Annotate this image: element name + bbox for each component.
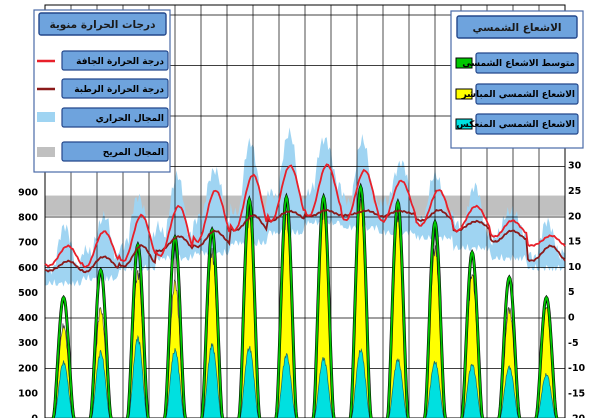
wet-temp-legend-label: درجة الحرارة الرطبة: [74, 85, 164, 95]
right-tick-label: 30: [568, 161, 582, 172]
legend-item-reflected-solar: [475, 113, 579, 135]
avg-solar-day-7: [275, 194, 298, 418]
avg-solar-legend-swatch: [455, 57, 473, 69]
right-tick-label: -5: [568, 338, 579, 349]
legend-item-dry-temp: [61, 50, 169, 71]
avg-solar-day-6: [238, 196, 261, 418]
left-tick-label: 200: [18, 363, 38, 374]
left-tick-label: 800: [18, 213, 38, 224]
reflected-solar-day-9: [351, 348, 371, 418]
solar-legend-title-box: [456, 15, 578, 39]
left-tick-label: 600: [18, 263, 38, 274]
right-axis-ticks: 30 25 20 15 10 5 0 -5 -10 -15 -20: [568, 161, 586, 418]
right-tick-label: 20: [568, 211, 582, 222]
reflected-solar-day-12: [462, 363, 482, 418]
legend-item-comfort-zone: [61, 141, 169, 162]
dry-temp-legend-label: درجة الحرارة الجافة: [76, 57, 164, 67]
direct-solar-legend-swatch: [455, 88, 473, 100]
right-tick-label: -20: [568, 414, 586, 418]
avg-solar-day-13: [498, 275, 521, 418]
temperature-legend-title: درجات الحرارة منوية: [50, 19, 157, 31]
avg-solar-day-8: [312, 194, 335, 418]
temperature-lines-layer: [44, 163, 566, 274]
left-tick-label: 400: [18, 313, 38, 324]
reflected-solar-day-2: [91, 349, 111, 418]
solar-radiation-layer: [51, 182, 559, 418]
left-tick-label: 300: [18, 338, 38, 349]
reflected-solar-day-8: [313, 357, 334, 418]
thermal-range-legend-label: المجال الحراري: [96, 114, 164, 124]
reflected-solar-day-13: [499, 365, 519, 418]
right-tick-label: 0: [568, 313, 575, 324]
left-tick-label: 900: [18, 188, 38, 199]
right-tick-label: 25: [568, 186, 581, 197]
avg-solar-day-14: [535, 295, 558, 418]
right-tick-label: 15: [568, 237, 581, 248]
avg-solar-legend-label: متوسط الاشعاع الشمسي: [462, 59, 575, 69]
avg-solar-day-12: [460, 250, 484, 418]
avg-solar-day-4: [163, 234, 187, 418]
comfort-zone-legend-label: المجال المريح: [103, 148, 164, 158]
reflected-solar-day-5: [202, 342, 222, 418]
temperature-legend-title-box: [38, 12, 167, 36]
solar-legend: الاشعاع الشمسي متوسط الاشعاع الشمسي الاش…: [450, 10, 584, 149]
legend-item-direct-solar: [475, 83, 579, 105]
left-tick-label: 700: [18, 238, 38, 249]
reflected-solar-day-6: [239, 345, 259, 418]
left-tick-label: 100: [18, 388, 38, 399]
left-axis-ticks: 900 800 700 600 500 400 300 200 100 0: [18, 188, 38, 418]
reflected-solar-day-11: [425, 360, 445, 418]
legend-item-wet-temp: [61, 78, 169, 99]
reflected-solar-day-1: [53, 360, 74, 418]
thermal-range-legend-swatch: [37, 112, 55, 122]
avg-solar-day-1: [52, 295, 75, 418]
temperature-legend: درجات الحرارة منوية درجة الحرارة الجافة …: [33, 9, 171, 173]
legend-item-thermal-range: [61, 107, 169, 128]
left-tick-label: 0: [31, 414, 38, 418]
right-tick-label: -15: [568, 388, 585, 399]
wet-temperature-line: [44, 208, 566, 274]
plot-border: [44, 4, 566, 418]
right-tick-label: 5: [568, 287, 575, 298]
comfort-zone-legend-swatch: [37, 147, 55, 157]
right-tick-label: 10: [568, 262, 582, 273]
avg-solar-day-9: [349, 184, 372, 418]
reflected-solar-legend-swatch: [455, 118, 473, 130]
avg-solar-day-5: [200, 227, 224, 418]
left-tick-label: 500: [18, 288, 38, 299]
reflected-solar-day-7: [276, 353, 297, 418]
solar-legend-title: الاشعاع الشمسي: [472, 22, 561, 34]
reflected-solar-legend-label: الاشعاع الشمسي المنعكس: [456, 120, 575, 130]
avg-solar-day-10: [386, 199, 410, 418]
avg-solar-day-3: [126, 242, 150, 418]
avg-solar-day-11: [423, 219, 447, 418]
dry-temperature-line: [44, 163, 566, 269]
reflected-solar-day-10: [388, 358, 408, 418]
legend-item-avg-solar: [475, 52, 579, 74]
right-tick-label: -10: [568, 363, 586, 374]
direct-solar-legend-label: الاشعاع الشمسي المباشر: [461, 90, 575, 100]
reflected-solar-day-4: [165, 348, 185, 418]
avg-solar-day-2: [89, 268, 112, 418]
reflected-solar-day-14: [536, 373, 557, 418]
reflected-solar-day-3: [128, 334, 148, 418]
